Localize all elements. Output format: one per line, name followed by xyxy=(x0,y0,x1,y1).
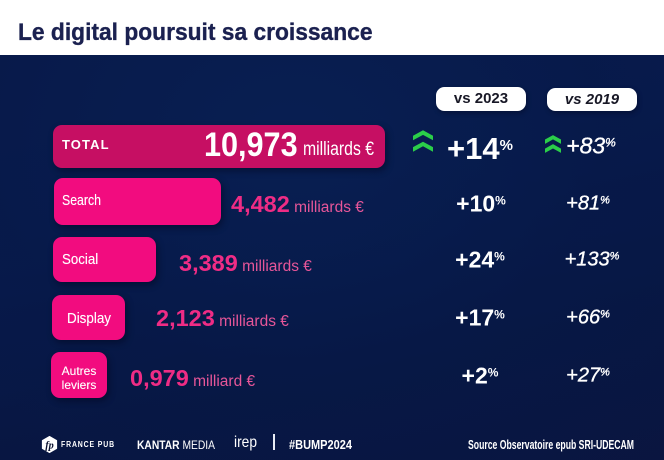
svg-text:fp: fp xyxy=(45,440,54,451)
